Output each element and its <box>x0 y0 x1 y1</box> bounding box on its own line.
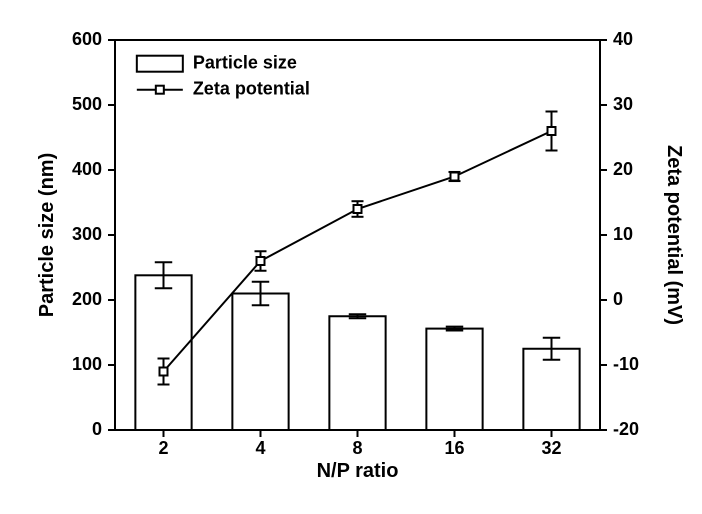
yright-axis-label: Zeta potential (mV) <box>663 145 685 325</box>
bar <box>329 316 385 430</box>
legend-bar-label: Particle size <box>193 52 297 72</box>
yleft-axis-label: Particle size (nm) <box>36 153 58 318</box>
zeta-marker <box>354 205 362 213</box>
bar <box>523 349 579 430</box>
x-axis-label: N/P ratio <box>317 460 399 482</box>
yright-tick-label: 30 <box>613 94 633 114</box>
x-tick-label: 32 <box>541 438 561 458</box>
yright-tick-label: 10 <box>613 224 633 244</box>
zeta-marker <box>257 257 265 265</box>
yleft-tick-label: 400 <box>72 159 102 179</box>
x-tick-label: 2 <box>158 438 168 458</box>
yleft-tick-label: 600 <box>72 29 102 49</box>
yleft-tick-label: 300 <box>72 224 102 244</box>
yleft-tick-label: 500 <box>72 94 102 114</box>
chart: 0100200300400500600-20-10010203040248163… <box>0 0 702 514</box>
bar <box>135 275 191 430</box>
x-tick-label: 4 <box>255 438 265 458</box>
bar <box>232 294 288 431</box>
yright-tick-label: -20 <box>613 419 639 439</box>
yleft-tick-label: 100 <box>72 354 102 374</box>
zeta-marker <box>160 368 168 376</box>
yright-tick-label: 0 <box>613 289 623 309</box>
yleft-tick-label: 0 <box>92 419 102 439</box>
yright-tick-label: 20 <box>613 159 633 179</box>
zeta-marker <box>451 173 459 181</box>
yright-tick-label: -10 <box>613 354 639 374</box>
bar <box>426 329 482 430</box>
legend-bar-icon <box>137 56 183 72</box>
x-tick-label: 8 <box>352 438 362 458</box>
legend-line-marker-icon <box>156 86 164 94</box>
x-tick-label: 16 <box>444 438 464 458</box>
zeta-marker <box>548 127 556 135</box>
yleft-tick-label: 200 <box>72 289 102 309</box>
yright-tick-label: 40 <box>613 29 633 49</box>
legend-line-label: Zeta potential <box>193 78 310 98</box>
